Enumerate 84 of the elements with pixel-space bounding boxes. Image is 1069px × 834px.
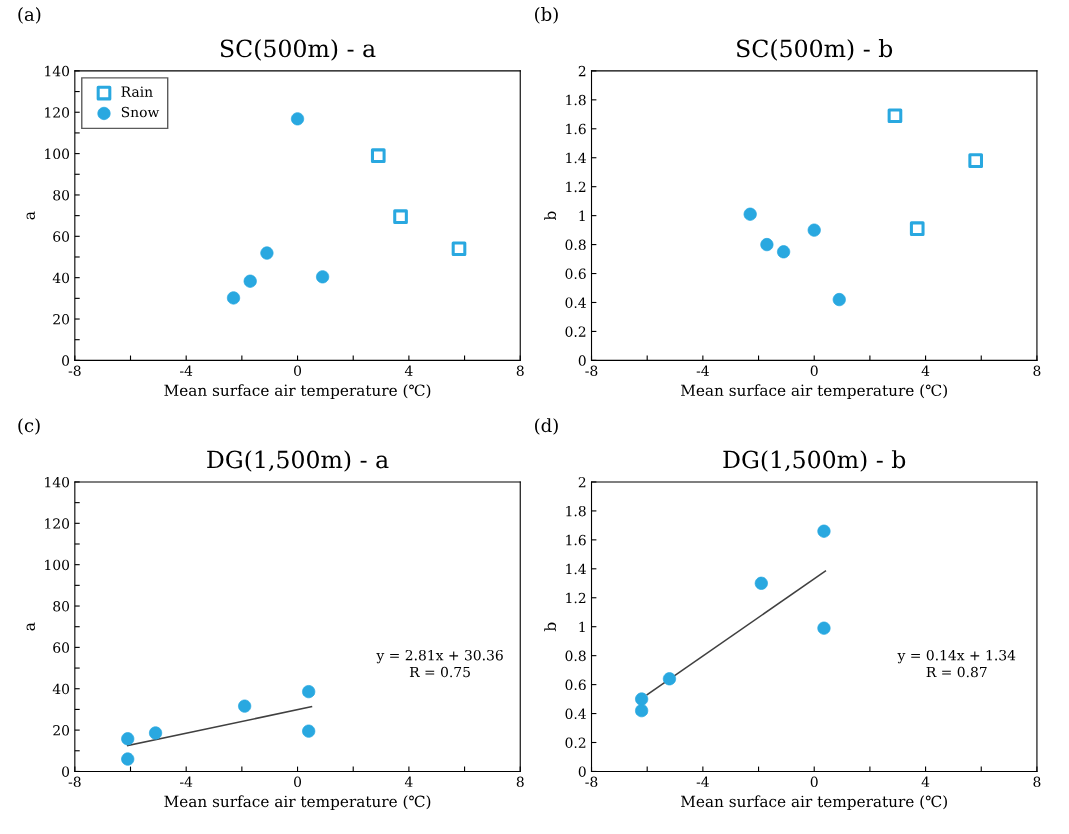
annotation: y = 2.81x + 30.36 R = 0.75 [376,649,503,678]
x-tick-label: -4 [180,776,193,787]
x-tick-label: 4 [404,776,413,787]
y-tick-label: 0 [578,766,586,777]
x-tick-label: -4 [180,365,193,376]
y-axis-title: b [544,211,557,221]
point [451,241,467,257]
annotation: y = 0.14x + 1.34 R = 0.87 [897,649,1016,678]
y-tick-label: 1.6 [566,123,586,135]
y-tick-label: 0.6 [565,679,586,691]
x-tick-label: 8 [1033,776,1041,788]
y-tick-label: 0.8 [565,239,586,251]
legend-label: Snow [121,106,160,118]
text: (a) [18,7,41,24]
y-tick-label: 40 [52,683,70,695]
point [968,153,984,168]
y-tick-label: 2 [578,476,586,488]
x-tick-label: 4 [921,365,930,376]
y-tick-label: 0.4 [565,708,586,720]
y-axis-title: a [26,622,35,631]
x-tick-label: 4 [404,365,413,376]
x-tick-label: 0 [294,776,302,788]
x-axis-title: Mean surface air temperature (℃) [681,384,947,400]
y-axis-title: a [26,211,35,220]
x-tick-label: 0 [810,365,818,376]
y-tick-label: 1 [579,621,585,632]
x-axis-title: Mean surface air temperature (℃) [164,795,431,811]
y-tick-label: 120 [45,518,70,529]
chart-title: SC(500m) - b [737,39,893,61]
y-tick-label: 0.8 [565,650,586,662]
y-tick-label: 80 [53,189,70,201]
x-axis-title: Mean surface air temperature (℃) [164,384,431,400]
y-tick-label: 40 [52,272,70,284]
x-tick-label: -4 [696,776,709,787]
x-tick-label: -8 [68,776,81,788]
y-tick-label: 20 [53,313,70,325]
y-tick-label: 60 [53,642,70,653]
y-tick-label: 0.2 [565,326,586,337]
y-tick-label: 20 [53,725,70,736]
y-tick-label: 0.4 [565,297,586,308]
chart-title: DG(1,500m) - b [723,450,906,472]
y-tick-label: 1.8 [566,505,586,517]
text: (b) [535,7,558,24]
y-tick-label: 1.4 [566,152,586,164]
y-tick-label: 1 [579,210,585,221]
y-tick-label: 1.4 [566,563,586,575]
y-tick-label: 100 [45,148,70,160]
x-tick-label: -8 [585,365,598,376]
y-tick-label: 0 [62,355,70,366]
y-tick-label: 1.6 [566,534,586,546]
y-tick-label: 0.2 [565,737,586,748]
x-tick-label: 8 [516,365,524,376]
y-tick-label: 120 [45,107,70,118]
chart-title: DG(1,500m) - a [207,450,389,472]
y-tick-label: 2 [578,65,586,77]
x-tick-label: -8 [68,365,81,376]
point [393,209,408,225]
y-tick-label: 140 [45,476,70,488]
point [370,148,386,164]
x-tick-label: 0 [294,365,302,376]
y-axis-title: b [544,622,557,632]
chart-title: SC(500m) - a [220,39,376,61]
y-tick-label: 100 [45,559,70,571]
text: (d) [535,418,558,435]
legend-label: Rain [121,86,153,97]
y-tick-label: 1.2 [566,592,586,604]
point [887,108,903,124]
y-tick-label: 140 [45,65,70,77]
y-tick-label: 80 [53,601,70,612]
y-tick-label: 0 [578,355,586,366]
x-tick-label: 8 [1033,365,1041,376]
point [909,221,925,236]
x-tick-label: 4 [921,776,930,787]
x-tick-label: 0 [810,776,818,788]
y-tick-label: 0 [62,766,70,777]
y-tick-label: 0.6 [565,268,586,280]
y-tick-label: 1.8 [566,94,586,106]
text: (c) [18,418,40,435]
x-tick-label: -8 [585,776,598,788]
y-tick-label: 60 [53,231,70,242]
x-tick-label: 8 [516,776,524,788]
y-tick-label: 1.2 [566,181,586,193]
x-tick-label: -4 [696,365,709,376]
x-axis-title: Mean surface air temperature (℃) [681,795,947,811]
